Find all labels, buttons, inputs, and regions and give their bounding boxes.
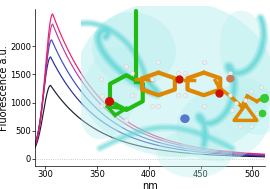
Ellipse shape xyxy=(76,0,270,157)
Ellipse shape xyxy=(79,46,140,139)
Ellipse shape xyxy=(92,12,176,86)
Y-axis label: Fluorescence a.u.: Fluorescence a.u. xyxy=(0,45,9,131)
X-axis label: nm: nm xyxy=(142,181,158,189)
Circle shape xyxy=(180,114,190,123)
Ellipse shape xyxy=(220,11,270,105)
Ellipse shape xyxy=(176,87,269,161)
Ellipse shape xyxy=(157,129,232,178)
Ellipse shape xyxy=(225,78,270,135)
Circle shape xyxy=(226,75,234,83)
